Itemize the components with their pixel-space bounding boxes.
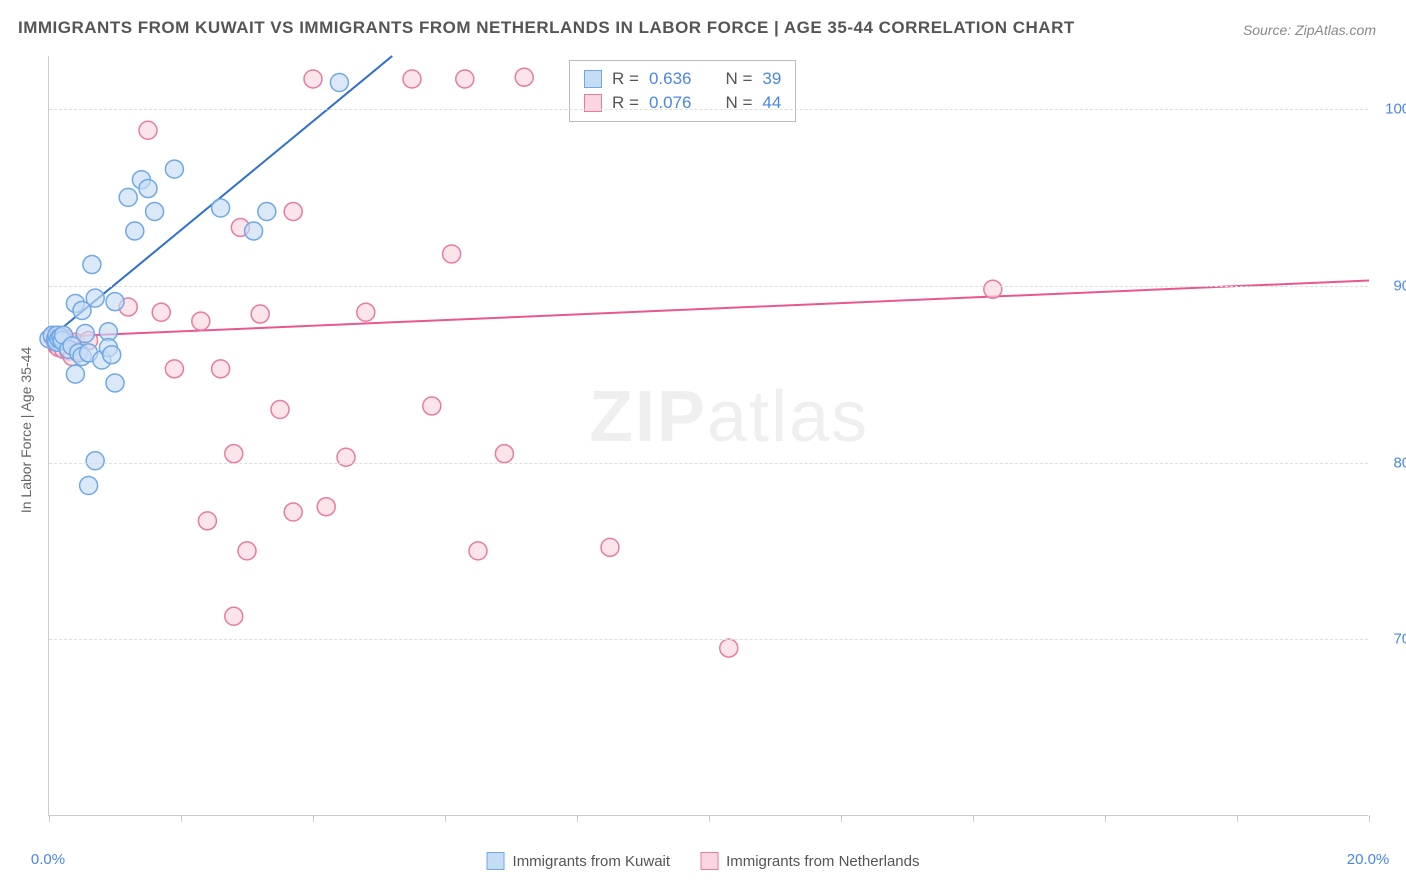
data-point-kuwait <box>83 256 101 274</box>
x-tick-label: 20.0% <box>1347 851 1390 868</box>
data-point-netherlands <box>317 498 335 516</box>
regression-line-netherlands <box>49 280 1369 337</box>
corr-row-netherlands: R = 0.076N = 44 <box>584 91 781 115</box>
x-tick <box>49 815 50 822</box>
data-point-netherlands <box>284 503 302 521</box>
data-point-netherlands <box>515 68 533 86</box>
x-tick <box>709 815 710 822</box>
data-point-netherlands <box>139 121 157 139</box>
data-point-kuwait <box>212 199 230 217</box>
data-point-kuwait <box>139 180 157 198</box>
x-tick <box>181 815 182 822</box>
data-point-kuwait <box>119 188 137 206</box>
data-point-netherlands <box>495 445 513 463</box>
x-tick <box>1237 815 1238 822</box>
data-point-kuwait <box>103 346 121 364</box>
gridline <box>49 109 1368 110</box>
x-tick-label: 0.0% <box>31 851 65 868</box>
y-tick-label: 90.0% <box>1376 277 1406 294</box>
data-point-kuwait <box>258 203 276 221</box>
data-point-netherlands <box>720 639 738 657</box>
chart-svg <box>49 56 1368 815</box>
swatch-icon <box>700 852 718 870</box>
data-point-kuwait <box>165 160 183 178</box>
data-point-netherlands <box>212 360 230 378</box>
y-tick-label: 100.0% <box>1376 101 1406 118</box>
x-tick <box>313 815 314 822</box>
legend-label: Immigrants from Kuwait <box>513 853 671 870</box>
data-point-kuwait <box>330 74 348 92</box>
data-point-netherlands <box>165 360 183 378</box>
x-tick <box>445 815 446 822</box>
data-point-netherlands <box>456 70 474 88</box>
y-tick-label: 80.0% <box>1376 454 1406 471</box>
data-point-kuwait <box>76 324 94 342</box>
data-point-netherlands <box>443 245 461 263</box>
source-attribution: Source: ZipAtlas.com <box>1243 22 1376 38</box>
x-tick <box>577 815 578 822</box>
data-point-netherlands <box>251 305 269 323</box>
data-point-netherlands <box>984 280 1002 298</box>
y-axis-title: In Labor Force | Age 35-44 <box>18 347 34 513</box>
swatch-icon <box>584 70 602 88</box>
swatch-icon <box>487 852 505 870</box>
x-tick <box>841 815 842 822</box>
data-point-kuwait <box>106 293 124 311</box>
legend-label: Immigrants from Netherlands <box>726 853 919 870</box>
gridline <box>49 639 1368 640</box>
data-point-netherlands <box>192 312 210 330</box>
gridline <box>49 286 1368 287</box>
data-point-netherlands <box>601 538 619 556</box>
data-point-netherlands <box>304 70 322 88</box>
corr-r-label: R = <box>612 69 639 89</box>
data-point-netherlands <box>403 70 421 88</box>
data-point-kuwait <box>86 289 104 307</box>
corr-r-value: 0.636 <box>649 69 692 89</box>
gridline <box>49 463 1368 464</box>
corr-n-value: 39 <box>762 69 781 89</box>
legend-item: Immigrants from Kuwait <box>487 852 671 870</box>
data-point-netherlands <box>238 542 256 560</box>
data-point-netherlands <box>337 448 355 466</box>
x-tick <box>1369 815 1370 822</box>
data-point-kuwait <box>245 222 263 240</box>
data-point-netherlands <box>423 397 441 415</box>
legend-item: Immigrants from Netherlands <box>700 852 919 870</box>
plot-area: ZIPatlas R = 0.636N = 39R = 0.076N = 44 … <box>48 56 1368 816</box>
correlation-legend: R = 0.636 N = 39R = 0.076N = 44 <box>569 60 796 122</box>
corr-row-kuwait: R = 0.636 N = 39 <box>584 67 781 91</box>
data-point-netherlands <box>225 607 243 625</box>
data-point-kuwait <box>126 222 144 240</box>
data-point-netherlands <box>284 203 302 221</box>
data-point-netherlands <box>198 512 216 530</box>
data-point-netherlands <box>152 303 170 321</box>
data-point-netherlands <box>357 303 375 321</box>
data-point-netherlands <box>469 542 487 560</box>
y-tick-label: 70.0% <box>1376 631 1406 648</box>
data-point-kuwait <box>106 374 124 392</box>
chart-title: IMMIGRANTS FROM KUWAIT VS IMMIGRANTS FRO… <box>18 18 1075 38</box>
data-point-kuwait <box>86 452 104 470</box>
x-tick <box>973 815 974 822</box>
x-tick <box>1105 815 1106 822</box>
data-point-netherlands <box>225 445 243 463</box>
data-point-kuwait <box>80 476 98 494</box>
data-point-kuwait <box>146 203 164 221</box>
corr-n-label: N = <box>725 69 752 89</box>
data-point-kuwait <box>66 365 84 383</box>
legend-bottom: Immigrants from Kuwait Immigrants from Ne… <box>487 852 920 870</box>
data-point-netherlands <box>271 400 289 418</box>
